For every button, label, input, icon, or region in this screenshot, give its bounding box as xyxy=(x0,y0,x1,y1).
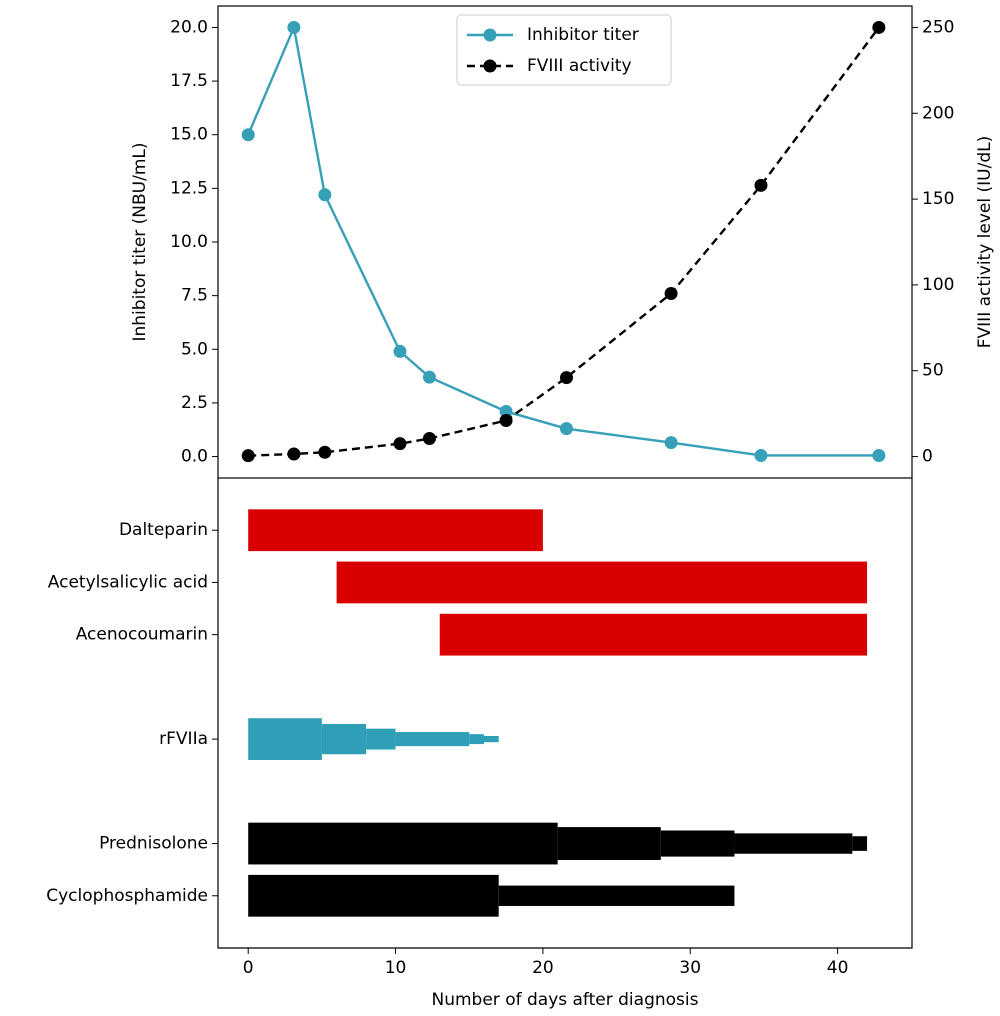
series-marker xyxy=(241,449,255,463)
y-tick-label: Cyclophosphamide xyxy=(46,886,208,906)
legend-label: FVIII activity xyxy=(527,56,632,76)
plot-frame xyxy=(217,478,913,949)
y2-axis-label: FVIII activity level (IU/dL) xyxy=(975,136,995,348)
bar-segment xyxy=(248,822,558,865)
bar-segment xyxy=(498,885,735,906)
y2-tick-label: 200 xyxy=(922,103,954,123)
bar-segment xyxy=(248,718,322,760)
y-tick-label: 17.5 xyxy=(170,71,208,91)
series-marker xyxy=(422,432,436,446)
x-tick-label: 40 xyxy=(827,958,849,978)
x-tick-label: 30 xyxy=(679,958,701,978)
series-marker xyxy=(422,370,436,384)
legend-box xyxy=(456,14,672,86)
y-tick-label: rFVIIa xyxy=(159,729,208,749)
bar-segment xyxy=(395,732,470,747)
series-marker xyxy=(318,188,332,202)
series-marker xyxy=(872,448,886,462)
series-marker xyxy=(664,436,678,450)
series-marker xyxy=(393,344,407,358)
y-tick-label: 7.5 xyxy=(181,286,208,306)
y-tick-label: Acenocoumarin xyxy=(76,625,208,645)
y-tick-label: 12.5 xyxy=(170,178,208,198)
bar-segment xyxy=(248,509,543,552)
y-tick-label: 0.0 xyxy=(181,447,208,467)
bar-segment xyxy=(557,827,661,861)
series-marker xyxy=(393,437,407,451)
series-line xyxy=(248,26,880,457)
bar-segment xyxy=(734,833,853,854)
bar-segment xyxy=(321,723,367,755)
y2-tick-label: 0 xyxy=(922,447,933,467)
series-marker xyxy=(872,20,886,34)
y2-tick-label: 250 xyxy=(922,17,954,37)
bar-segment xyxy=(852,836,868,851)
bar-segment xyxy=(660,830,735,857)
y-tick-label: Acetylsalicylic acid xyxy=(48,572,208,592)
y-tick-label: Prednisolone xyxy=(99,834,208,854)
series-marker xyxy=(754,178,768,192)
series-marker xyxy=(559,371,573,385)
y2-tick-label: 150 xyxy=(922,189,954,209)
series-line xyxy=(247,23,879,457)
series-marker xyxy=(499,414,513,428)
y-tick-label: Dalteparin xyxy=(119,520,208,540)
series-marker xyxy=(499,404,513,418)
y-tick-label: 2.5 xyxy=(181,393,208,413)
bar-segment xyxy=(483,735,499,743)
series-marker xyxy=(754,448,768,462)
bar-segment xyxy=(469,734,484,745)
series-marker xyxy=(318,445,332,459)
x-tick-label: 10 xyxy=(385,958,407,978)
bar-segment xyxy=(336,561,868,604)
bar-segment xyxy=(248,874,499,917)
series-marker xyxy=(664,286,678,300)
y-axis-label: Inhibitor titer (NBU/mL) xyxy=(130,142,150,341)
x-axis-label: Number of days after diagnosis xyxy=(432,990,699,1010)
y-tick-label: 5.0 xyxy=(181,339,208,359)
y2-tick-label: 50 xyxy=(922,361,944,381)
series-marker xyxy=(241,128,255,142)
series-marker xyxy=(287,20,301,34)
legend-marker xyxy=(483,28,497,42)
legend-label: Inhibitor titer xyxy=(527,25,639,45)
y2-tick-label: 100 xyxy=(922,275,954,295)
series-marker xyxy=(287,447,301,461)
bar-segment xyxy=(439,613,868,656)
y-tick-label: 10.0 xyxy=(170,232,208,252)
bar-segment xyxy=(366,728,396,750)
y-tick-label: 20.0 xyxy=(170,17,208,37)
y-tick-label: 15.0 xyxy=(170,125,208,145)
x-tick-label: 20 xyxy=(532,958,554,978)
series-marker xyxy=(559,422,573,436)
legend-marker xyxy=(483,59,497,73)
x-tick-label: 0 xyxy=(243,958,254,978)
